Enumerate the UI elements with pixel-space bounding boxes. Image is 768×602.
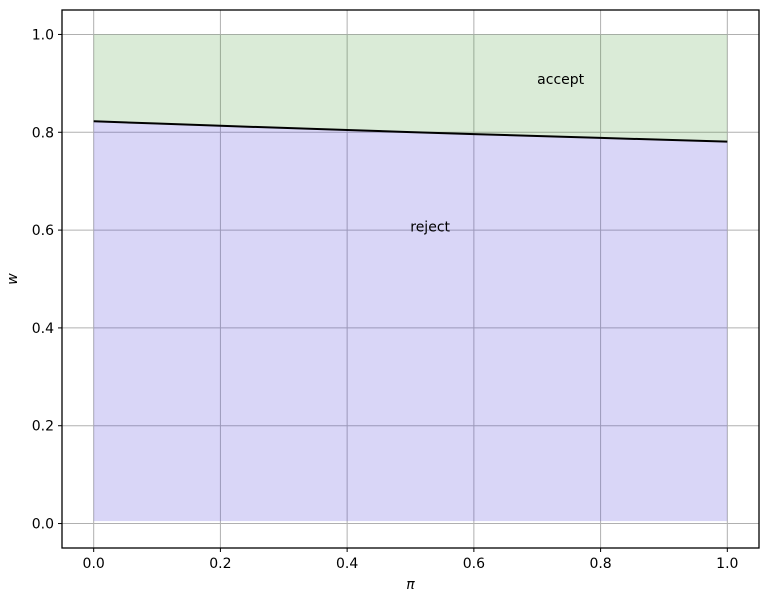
x-tick-label: 0.2 <box>209 556 231 572</box>
y-tick-label: 0.0 <box>32 517 54 533</box>
axes-frame <box>61 9 760 549</box>
boundary-line <box>93 120 728 143</box>
y-tick-label: 0.8 <box>32 125 54 141</box>
region-label-accept: accept <box>537 72 584 88</box>
y-tick-label: 1.0 <box>32 27 54 43</box>
axes-background <box>62 10 759 548</box>
region-reject <box>93 121 728 522</box>
y-tick-label: 0.6 <box>32 223 54 239</box>
y-tick-label: 0.4 <box>32 321 54 337</box>
region-label-reject: reject <box>410 220 450 236</box>
x-tick-label: 0.0 <box>83 556 105 572</box>
x-tick-label: 1.0 <box>716 556 738 572</box>
x-tick-label: 0.6 <box>463 556 485 572</box>
region-accept <box>93 34 728 142</box>
x-tick-label: 0.8 <box>589 556 611 572</box>
y-axis-label: w <box>5 273 21 285</box>
y-tick-label: 0.2 <box>32 419 54 435</box>
x-axis-label: π <box>406 577 415 593</box>
x-tick-label: 0.4 <box>336 556 358 572</box>
